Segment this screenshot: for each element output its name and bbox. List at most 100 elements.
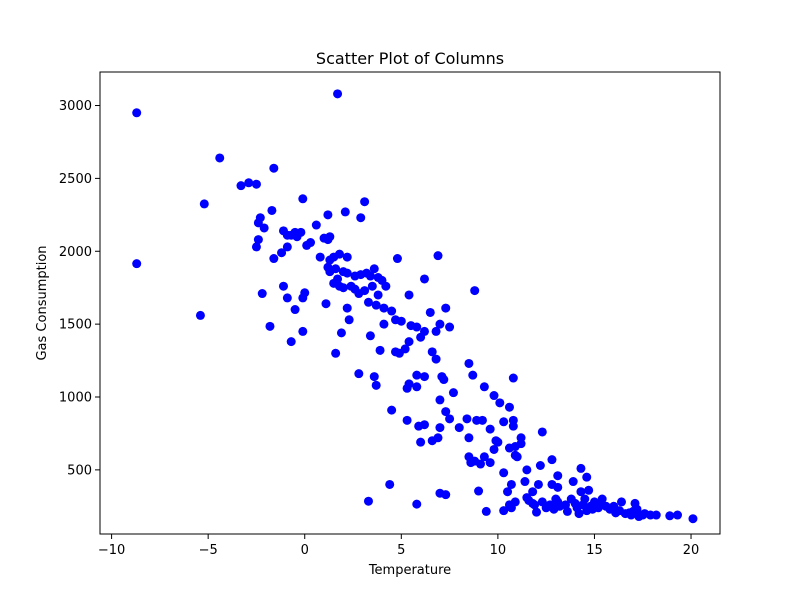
data-point [269, 163, 279, 173]
data-points [132, 89, 698, 524]
data-point [391, 315, 401, 325]
data-point [259, 223, 269, 233]
data-point [474, 486, 484, 496]
data-point [508, 373, 518, 383]
data-point [375, 345, 385, 355]
data-point [367, 281, 377, 291]
data-point [582, 472, 592, 482]
data-point [520, 477, 530, 487]
data-point [419, 372, 429, 382]
x-tick-label: −10 [98, 543, 125, 558]
data-point [481, 506, 491, 516]
x-tick-label: 10 [490, 543, 507, 558]
x-tick-label: 0 [301, 543, 309, 558]
data-point [464, 433, 474, 443]
data-point [335, 249, 345, 259]
y-tick-label: 1500 [59, 318, 92, 333]
data-point [354, 369, 364, 379]
y-tick-label: 2500 [59, 172, 92, 187]
data-point [379, 303, 389, 313]
data-point [267, 205, 277, 215]
data-point [445, 322, 455, 332]
data-point [333, 89, 343, 99]
x-axis-label: Temperature [368, 563, 451, 578]
x-tick-label: 20 [683, 543, 700, 558]
data-point [300, 288, 310, 298]
data-point [503, 487, 513, 497]
data-point [391, 347, 401, 357]
data-point [464, 358, 474, 368]
data-point [251, 242, 261, 252]
data-point [306, 238, 316, 248]
data-point [282, 242, 292, 252]
data-point [278, 281, 288, 291]
data-point [616, 497, 626, 507]
data-point [392, 254, 402, 264]
data-point [448, 388, 458, 398]
data-point [477, 415, 487, 425]
data-point [553, 482, 563, 492]
data-point [379, 319, 389, 329]
y-axis: 500 1000 1500 2000 2500 3000 [59, 99, 100, 478]
y-axis-label: Gas Consumption [35, 245, 50, 360]
data-point [412, 370, 422, 380]
data-point [431, 326, 441, 336]
data-point [251, 179, 261, 189]
data-point [360, 197, 370, 207]
data-point [363, 496, 373, 506]
data-point [385, 479, 395, 489]
data-point [298, 194, 308, 204]
data-point [404, 290, 414, 300]
data-point [323, 210, 333, 220]
data-point [495, 398, 505, 408]
data-point [485, 458, 495, 468]
data-point [342, 268, 352, 278]
data-point [673, 510, 683, 520]
data-point [454, 423, 464, 433]
data-point [433, 433, 443, 443]
data-point [485, 424, 495, 434]
data-point [533, 479, 543, 489]
data-point [479, 452, 489, 462]
data-point [553, 471, 563, 481]
data-point [387, 306, 397, 316]
data-point [340, 207, 350, 217]
data-point [419, 274, 429, 284]
data-point [365, 331, 375, 341]
data-point [595, 500, 605, 510]
data-point [588, 504, 598, 514]
data-point [286, 337, 296, 347]
data-point [419, 420, 429, 430]
data-point [665, 511, 675, 521]
y-tick-label: 3000 [59, 99, 92, 114]
data-point [416, 332, 426, 342]
data-point [255, 213, 265, 223]
data-point [439, 375, 449, 385]
data-point [215, 153, 225, 163]
data-point [132, 259, 142, 269]
data-point [576, 463, 586, 473]
data-point [504, 402, 514, 412]
data-point [132, 108, 142, 118]
data-point [342, 252, 352, 262]
y-tick-label: 2000 [59, 245, 92, 260]
data-point [535, 461, 545, 471]
data-point [298, 326, 308, 336]
data-point [638, 510, 648, 520]
data-point [412, 499, 422, 509]
data-point [269, 254, 279, 264]
data-point [257, 289, 267, 299]
data-point [576, 487, 586, 497]
data-point [195, 310, 205, 320]
data-point [441, 303, 451, 313]
chart-title: Scatter Plot of Columns [316, 49, 504, 68]
data-point [499, 506, 509, 516]
data-point [416, 437, 426, 447]
data-point [282, 293, 292, 303]
y-tick-label: 500 [67, 463, 92, 478]
data-point [470, 286, 480, 296]
data-point [547, 455, 557, 465]
data-point [277, 248, 287, 258]
data-point [369, 372, 379, 382]
data-point [574, 509, 584, 519]
